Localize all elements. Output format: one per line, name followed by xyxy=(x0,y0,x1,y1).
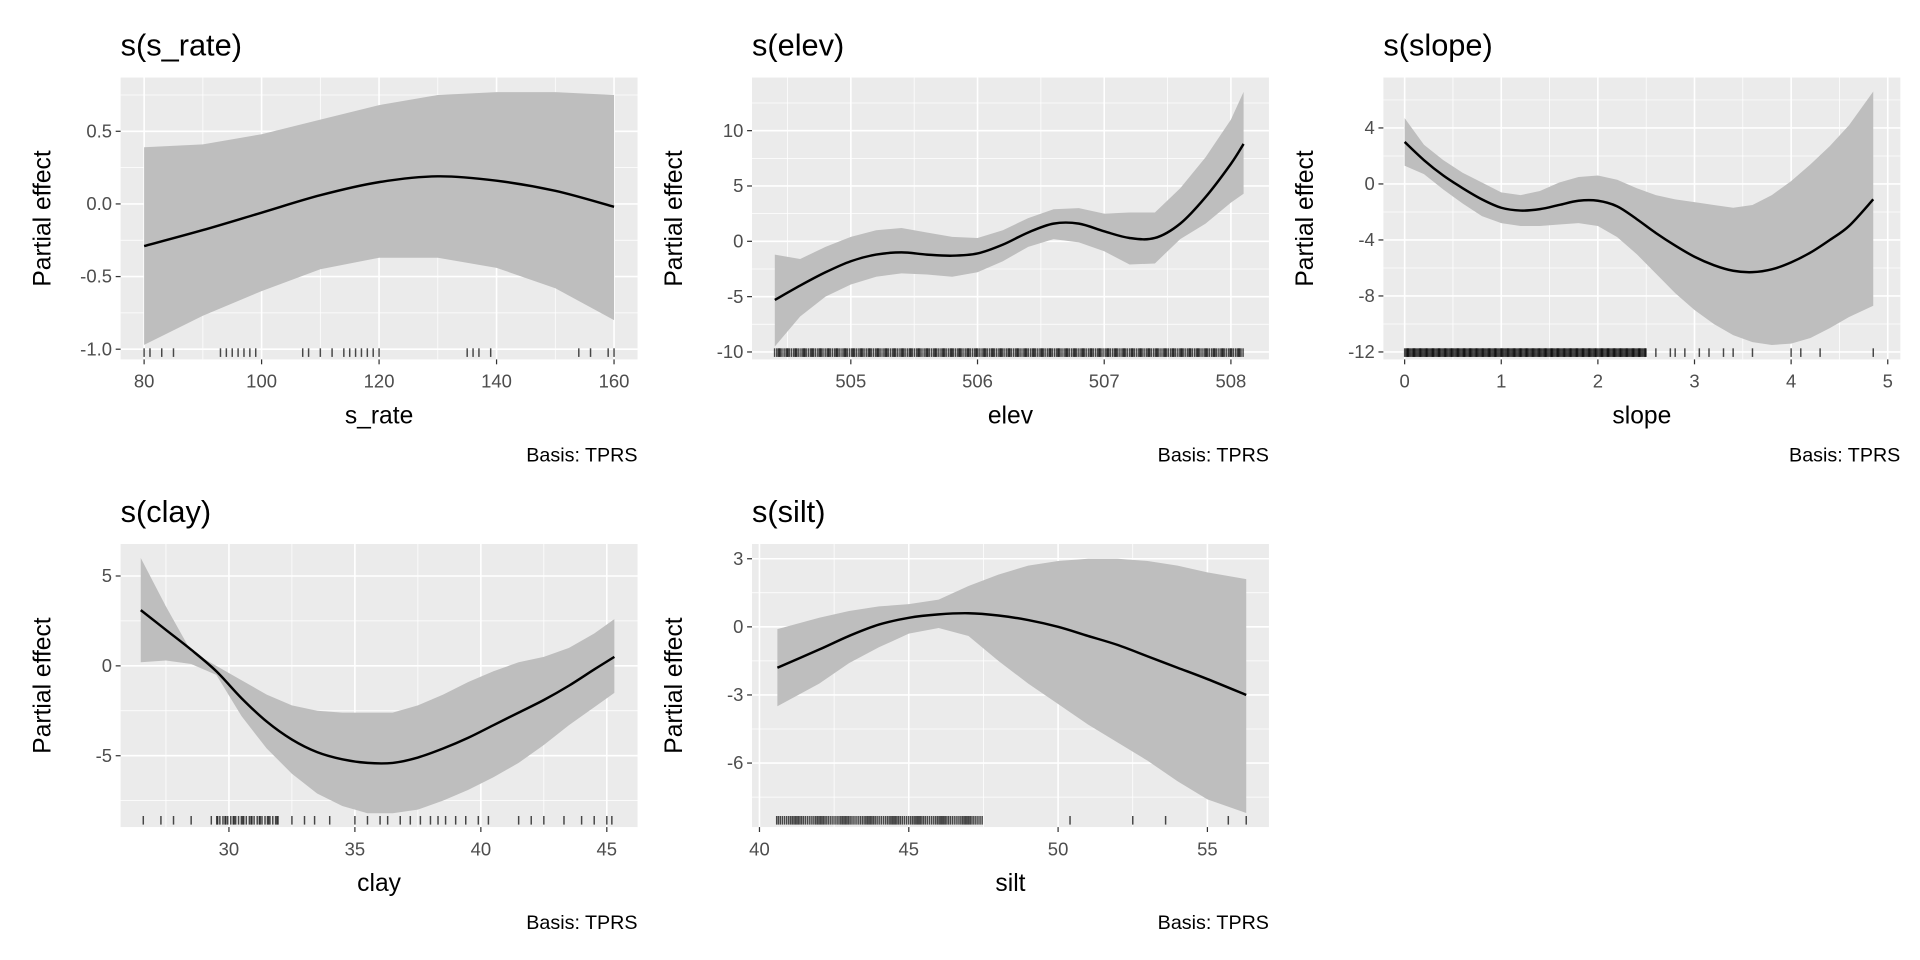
smooth-fit-line xyxy=(1403,141,1875,274)
y-axis-title: Partial effect xyxy=(661,617,688,753)
y-axis-title: Partial effect xyxy=(29,617,56,753)
x-tick-label: 0 xyxy=(1400,371,1410,392)
smooth-fit-line xyxy=(774,143,1245,302)
basis-caption: Basis: TPRS xyxy=(1158,445,1269,467)
x-tick-label: 80 xyxy=(134,371,155,392)
panel-title: s(s_rate) xyxy=(121,27,242,62)
x-tick-label: 30 xyxy=(219,838,240,859)
y-tick-label: 0 xyxy=(733,230,743,251)
y-axis-title: Partial effect xyxy=(661,150,688,286)
x-tick-label: 505 xyxy=(835,371,866,392)
x-tick-label: 160 xyxy=(599,371,630,392)
x-tick-label: 507 xyxy=(1089,371,1120,392)
panel-silt: 40 45 50 55 3 0 -3 -6 s(silt) silt Partial effect B… xyxy=(661,494,1269,934)
x-tick-label: 4 xyxy=(1786,371,1796,392)
y-tick-label: 0.5 xyxy=(86,120,112,141)
panel-slope: 0 1 2 3 4 5 4 0 -4 -8 -12 s(slope) slope Partial effe… xyxy=(1292,27,1901,467)
panel-s_rate: 80 100 120 140 160 0.5 0.0 -0.5 -1.0 s(s_rate) s_r… xyxy=(29,27,638,467)
x-tick-label: 55 xyxy=(1197,838,1218,859)
y-tick-label: 3 xyxy=(733,548,743,569)
panel-elev: 505 506 507 508 10 5 0 -5 -10 s(elev) elev Partial … xyxy=(661,27,1269,467)
y-tick-label: 0 xyxy=(102,655,112,676)
y-tick-label: -10 xyxy=(717,341,744,362)
y-axis-title: Partial effect xyxy=(1292,150,1319,286)
panel-title: s(elev) xyxy=(752,27,844,62)
y-tick-label: -0.5 xyxy=(80,266,112,287)
x-axis-title: elev xyxy=(988,402,1034,429)
y-tick-label: 5 xyxy=(733,175,743,196)
y-tick-label: 0 xyxy=(1365,173,1375,194)
x-tick-label: 45 xyxy=(597,838,618,859)
x-tick-label: 120 xyxy=(364,371,395,392)
y-tick-label: -1.0 xyxy=(80,338,112,359)
x-axis-title: slope xyxy=(1612,402,1671,429)
x-tick-label: 40 xyxy=(471,838,492,859)
y-tick-label: -5 xyxy=(727,286,743,307)
basis-caption: Basis: TPRS xyxy=(1158,912,1269,934)
x-axis-title: silt xyxy=(995,870,1025,897)
y-axis-title: Partial effect xyxy=(29,150,56,286)
x-axis-title: s_rate xyxy=(345,402,413,429)
x-tick-label: 45 xyxy=(899,838,920,859)
smooth-fit-line xyxy=(140,609,616,765)
panel-title: s(silt) xyxy=(752,494,825,529)
panel-title: s(slope) xyxy=(1383,27,1492,62)
y-tick-label: 10 xyxy=(723,120,744,141)
panel-title: s(clay) xyxy=(121,494,212,529)
x-tick-label: 50 xyxy=(1048,838,1069,859)
y-tick-label: -12 xyxy=(1348,341,1375,362)
x-tick-label: 506 xyxy=(962,371,993,392)
x-tick-label: 35 xyxy=(345,838,366,859)
confidence-ribbon xyxy=(140,558,615,814)
y-tick-label: -8 xyxy=(1358,285,1374,306)
y-tick-label: -6 xyxy=(727,752,743,773)
confidence-ribbon xyxy=(144,92,615,345)
x-axis-title: clay xyxy=(357,870,401,897)
y-tick-label: 0.0 xyxy=(86,193,112,214)
x-tick-label: 5 xyxy=(1883,371,1893,392)
x-tick-label: 140 xyxy=(481,371,512,392)
x-tick-label: 508 xyxy=(1216,371,1247,392)
y-tick-label: 5 xyxy=(102,565,112,586)
confidence-ribbon xyxy=(777,558,1247,814)
y-tick-label: 4 xyxy=(1365,117,1375,138)
y-tick-label: -3 xyxy=(727,684,743,705)
confidence-ribbon xyxy=(1404,91,1874,345)
smooth-fit-line xyxy=(776,611,1247,697)
x-tick-label: 40 xyxy=(749,838,770,859)
basis-caption: Basis: TPRS xyxy=(526,445,637,467)
confidence-ribbon xyxy=(774,91,1244,347)
x-tick-label: 3 xyxy=(1689,371,1699,392)
y-tick-label: -5 xyxy=(96,745,112,766)
x-tick-label: 1 xyxy=(1496,371,1506,392)
x-tick-label: 2 xyxy=(1593,371,1603,392)
basis-caption: Basis: TPRS xyxy=(1789,445,1900,467)
y-tick-label: -4 xyxy=(1358,229,1374,250)
basis-caption: Basis: TPRS xyxy=(526,912,637,934)
smooth-fit-line xyxy=(143,175,615,248)
x-tick-label: 100 xyxy=(246,371,277,392)
y-tick-label: 0 xyxy=(733,616,743,637)
